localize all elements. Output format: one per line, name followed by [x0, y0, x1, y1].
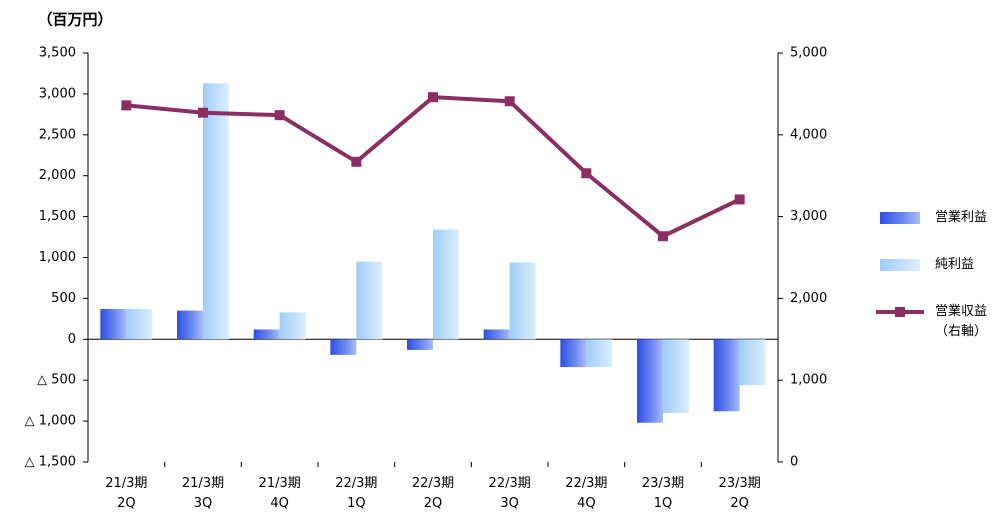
x-tick-label: 22/3期 2Q [411, 476, 455, 511]
y2-tick-label: 4,000 [790, 127, 827, 142]
bar [126, 309, 153, 340]
bar [560, 339, 587, 368]
marker [198, 107, 208, 118]
y-tick-label: 2,000 [39, 168, 76, 183]
bar [100, 309, 127, 340]
bar [509, 262, 536, 340]
bar [177, 310, 203, 340]
x-tick-label: 22/3期 1Q [335, 476, 378, 511]
bar [203, 83, 229, 340]
y-tick-label: 0 [68, 332, 76, 347]
bar [713, 339, 740, 412]
bar [356, 261, 383, 340]
bar [586, 339, 613, 368]
marker [658, 231, 668, 242]
bar [279, 312, 306, 340]
x-tick-label: 23/3期 2Q [718, 476, 761, 511]
y2-tick-label: 3,000 [790, 209, 827, 224]
x-tick-label: 21/3期 3Q [181, 476, 225, 511]
x-tick-label: 22/3期 3Q [488, 476, 531, 511]
marker [428, 92, 438, 103]
y-tick-label: △ 1,500 [25, 455, 76, 470]
y-tick-label: △ 500 [37, 373, 76, 388]
legend-label: 純利益 [935, 257, 975, 272]
legend-label: 営業収益 （右軸） [935, 304, 988, 339]
y-tick-label: 3,000 [39, 86, 76, 101]
y2-tick-label: 5,000 [790, 46, 827, 61]
y-tick-label: 3,500 [39, 46, 76, 61]
y-tick-label: 1,500 [39, 209, 76, 224]
bar [739, 339, 766, 386]
y2-tick-label: 1,000 [790, 373, 827, 388]
bar [637, 339, 663, 423]
bar [483, 329, 510, 340]
marker [581, 168, 592, 179]
y-tick-label: 1,000 [39, 250, 76, 265]
y2-tick-label: 0 [790, 455, 798, 470]
legend-swatch [880, 212, 920, 224]
bar [253, 329, 280, 340]
marker [504, 96, 515, 107]
legend-marker [895, 307, 905, 317]
y-tick-label: 500 [51, 291, 76, 306]
marker [274, 110, 285, 121]
unit-label: （百万円） [37, 11, 112, 29]
legend-swatch [880, 259, 920, 271]
bar [407, 339, 433, 350]
marker [121, 100, 132, 111]
x-tick-label: 22/3期 4Q [565, 476, 608, 511]
x-tick-label: 21/3期 4Q [258, 476, 301, 511]
x-tick-label: 21/3期 2Q [105, 476, 148, 511]
y-tick-label: △ 1,000 [25, 414, 76, 429]
bar [663, 339, 689, 413]
y2-tick-label: 2,000 [790, 291, 827, 306]
marker [351, 156, 362, 167]
bar [433, 229, 459, 340]
marker [734, 194, 745, 205]
bar [330, 339, 357, 355]
legend-label: 営業利益 [935, 210, 988, 225]
y-tick-label: 2,500 [39, 127, 76, 142]
x-tick-label: 23/3期 1Q [641, 476, 685, 511]
